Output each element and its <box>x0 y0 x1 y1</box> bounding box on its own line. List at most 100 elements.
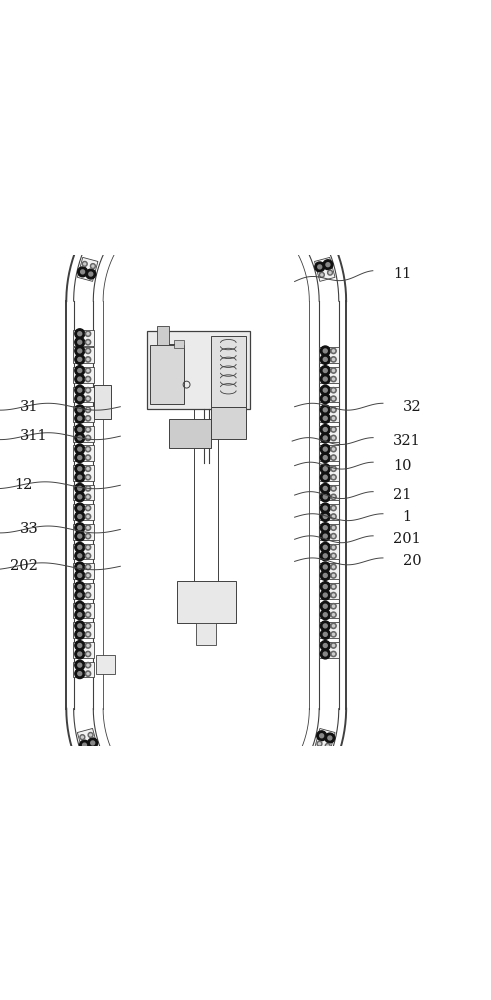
Circle shape <box>320 551 330 561</box>
Bar <box>319 445 339 461</box>
Circle shape <box>84 263 86 265</box>
Circle shape <box>323 585 327 589</box>
Circle shape <box>331 533 336 539</box>
Circle shape <box>141 806 151 816</box>
Circle shape <box>332 476 334 478</box>
Bar <box>319 524 339 540</box>
Text: 311: 311 <box>20 429 47 443</box>
Circle shape <box>320 413 330 423</box>
Circle shape <box>332 437 334 439</box>
Circle shape <box>85 376 91 382</box>
Circle shape <box>137 804 142 809</box>
Circle shape <box>108 777 118 787</box>
Circle shape <box>332 507 334 509</box>
Circle shape <box>331 475 336 480</box>
Text: 10: 10 <box>393 459 411 473</box>
Circle shape <box>91 741 95 745</box>
Circle shape <box>323 613 327 617</box>
Bar <box>196 171 217 186</box>
Circle shape <box>332 468 334 470</box>
Bar <box>96 655 115 674</box>
Bar <box>73 662 94 677</box>
Circle shape <box>332 398 334 400</box>
Circle shape <box>85 584 91 589</box>
Circle shape <box>331 525 336 530</box>
Circle shape <box>306 238 308 240</box>
Circle shape <box>181 829 191 839</box>
Circle shape <box>137 813 147 823</box>
Circle shape <box>132 197 134 199</box>
Circle shape <box>85 475 91 480</box>
Bar <box>319 347 339 363</box>
Circle shape <box>85 564 91 570</box>
Circle shape <box>75 385 84 395</box>
Circle shape <box>75 601 84 611</box>
Circle shape <box>320 503 330 513</box>
Bar <box>73 387 94 402</box>
Circle shape <box>236 183 246 193</box>
Circle shape <box>320 542 330 552</box>
Bar <box>196 623 216 645</box>
Circle shape <box>78 613 82 617</box>
Circle shape <box>75 571 84 580</box>
Bar <box>94 385 111 419</box>
Circle shape <box>320 472 330 482</box>
Circle shape <box>75 444 84 454</box>
Circle shape <box>78 467 82 471</box>
Circle shape <box>332 644 334 647</box>
Circle shape <box>331 455 336 460</box>
Circle shape <box>82 261 87 266</box>
Circle shape <box>87 515 89 518</box>
Circle shape <box>249 180 254 185</box>
Circle shape <box>75 512 84 521</box>
Circle shape <box>78 652 82 656</box>
Circle shape <box>271 805 274 809</box>
Circle shape <box>78 416 82 420</box>
Circle shape <box>332 586 334 588</box>
Text: 11: 11 <box>393 267 411 281</box>
Circle shape <box>78 526 82 530</box>
Circle shape <box>331 435 336 441</box>
Circle shape <box>329 272 331 274</box>
Circle shape <box>286 202 288 204</box>
Circle shape <box>85 455 91 460</box>
Circle shape <box>323 467 327 471</box>
Circle shape <box>223 832 228 837</box>
Text: 21: 21 <box>393 488 411 502</box>
Circle shape <box>320 394 330 404</box>
Circle shape <box>331 396 336 401</box>
Circle shape <box>87 625 89 627</box>
Circle shape <box>320 425 330 434</box>
Circle shape <box>323 369 327 373</box>
Text: 1: 1 <box>403 510 412 524</box>
Circle shape <box>328 736 332 740</box>
Circle shape <box>308 226 312 229</box>
Circle shape <box>320 385 330 395</box>
Bar <box>128 800 154 825</box>
Circle shape <box>78 585 82 589</box>
Circle shape <box>320 346 330 356</box>
Circle shape <box>75 523 84 533</box>
Circle shape <box>89 734 91 736</box>
Circle shape <box>101 224 106 229</box>
Circle shape <box>85 340 91 345</box>
Bar <box>319 504 339 520</box>
Bar <box>211 407 246 439</box>
Circle shape <box>85 651 91 657</box>
Circle shape <box>323 447 327 451</box>
Circle shape <box>309 779 313 783</box>
Circle shape <box>320 492 330 502</box>
Bar <box>73 445 94 461</box>
Circle shape <box>268 802 277 812</box>
Circle shape <box>332 653 334 655</box>
Circle shape <box>305 787 307 789</box>
Circle shape <box>208 172 213 177</box>
Circle shape <box>78 388 82 392</box>
Circle shape <box>78 436 82 440</box>
Circle shape <box>332 574 334 577</box>
Circle shape <box>320 512 330 521</box>
Text: 202: 202 <box>10 559 38 573</box>
Circle shape <box>85 416 91 421</box>
Circle shape <box>75 562 84 572</box>
Circle shape <box>171 186 173 188</box>
